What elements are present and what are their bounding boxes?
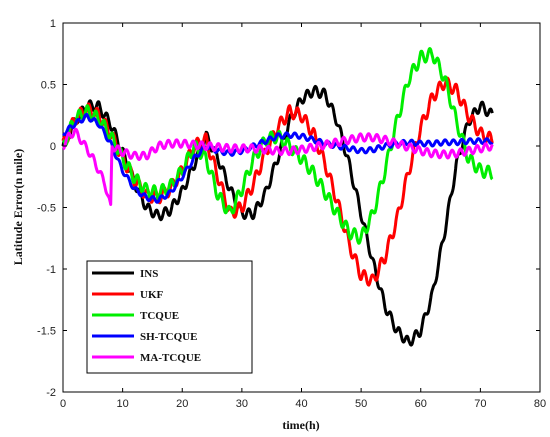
x-tick-label: 20	[176, 398, 188, 410]
legend-label: INS	[140, 268, 158, 280]
x-tick-label: 10	[117, 398, 129, 410]
legend-label: MA-TCQUE	[140, 352, 201, 364]
legend-label: SH-TCQUE	[140, 331, 197, 343]
y-tick-label: -1	[46, 264, 56, 276]
y-tick-label: 0	[50, 141, 56, 153]
series-line-sh-tcque	[62, 112, 494, 204]
legend-items: INS UKF TCQUE SH-TCQUE MA-TCQUE	[92, 268, 201, 364]
x-tick-label: 0	[60, 398, 66, 410]
y-tick-label: 1	[50, 18, 56, 30]
legend-label: UKF	[140, 289, 164, 301]
ticks-layer: 0 10 20 30 40 50 60 70 80 1 0.5 0 -0.5 -1 -1.5 -2	[37, 18, 546, 410]
series-layer	[61, 47, 494, 347]
y-tick-label: -2	[46, 387, 56, 399]
y-tick-label: -0.5	[37, 203, 56, 215]
y-tick-label: 0.5	[41, 80, 56, 92]
x-tick-label: 70	[474, 398, 486, 410]
x-tick-label: 40	[295, 398, 307, 410]
series-line-ma-tcque	[62, 127, 494, 206]
x-tick-label: 50	[355, 398, 367, 410]
x-tick-label: 60	[415, 398, 427, 410]
legend-label: TCQUE	[140, 310, 179, 322]
x-tick-label: 30	[236, 398, 248, 410]
x-axis-title: time(h)	[282, 418, 319, 432]
y-tick-label: -1.5	[37, 326, 56, 338]
y-axis-title: Latitude Error(n mile)	[11, 149, 25, 265]
legend-box	[86, 260, 253, 374]
x-tick-label: 80	[534, 398, 546, 410]
legend: INS UKF TCQUE SH-TCQUE MA-TCQUE	[86, 260, 253, 374]
